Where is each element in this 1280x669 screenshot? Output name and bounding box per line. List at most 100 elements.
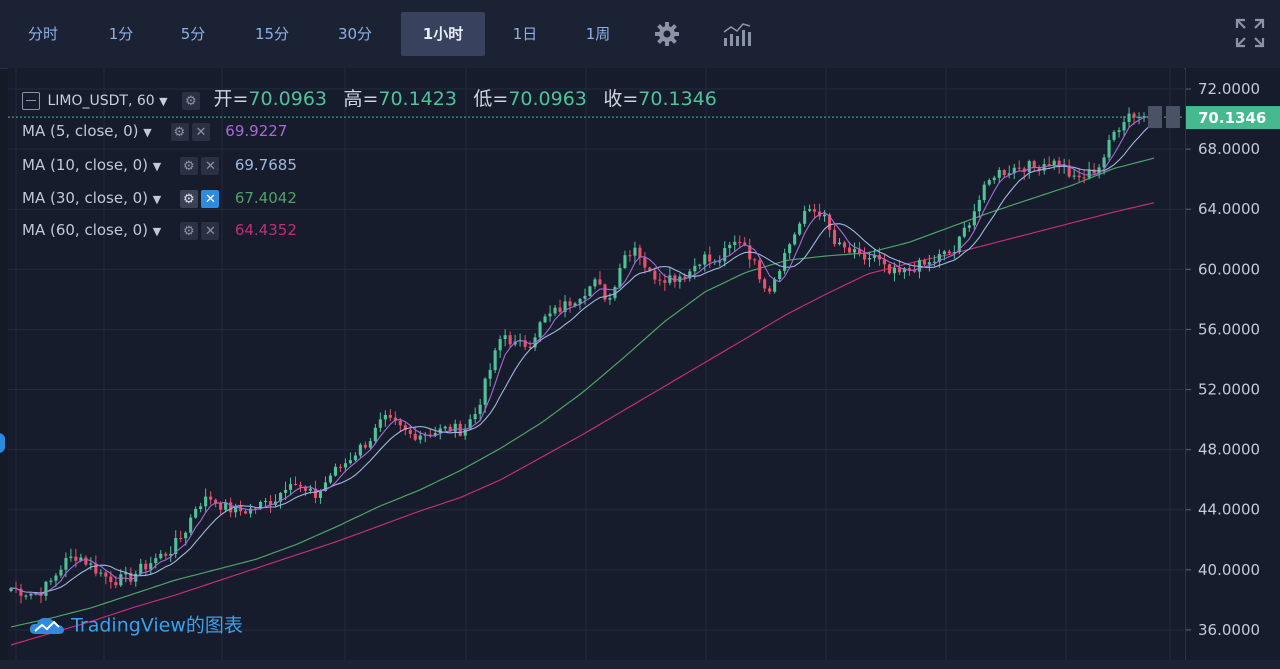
ma-10-remove-icon[interactable]: ✕ <box>201 156 220 175</box>
candle-body <box>833 229 837 245</box>
ma-5-settings-icon[interactable]: ⚙ <box>170 122 189 141</box>
high-value: 70.1423 <box>378 88 457 110</box>
ma-5-label[interactable]: MA (5, close, 0) <box>22 122 139 140</box>
candle-body <box>119 574 123 586</box>
candle-body <box>823 214 827 217</box>
candle-body <box>458 423 462 436</box>
tradingview-watermark[interactable]: TradingView的图表 <box>28 610 243 640</box>
price-tick-label: 40.0000 <box>1198 561 1260 579</box>
symbol-settings-icon[interactable]: ⚙ <box>182 92 201 110</box>
chevron-down-icon[interactable]: ▼ <box>152 160 162 173</box>
candle-body <box>508 335 512 345</box>
price-tick-label: 60.0000 <box>1198 260 1260 278</box>
candle-body <box>323 482 327 491</box>
timeframe-tab-30m[interactable]: 30分 <box>337 25 373 43</box>
candle-body <box>778 271 782 279</box>
symbol-name[interactable]: LIMO_USDT, 60 <box>47 93 155 109</box>
candle-body <box>403 425 407 430</box>
indicators-icon[interactable] <box>722 20 752 48</box>
fullscreen-icon[interactable] <box>1234 17 1266 49</box>
timeframe-tab-5m[interactable]: 5分 <box>180 25 206 43</box>
ma-30-value: 67.4042 <box>234 189 297 207</box>
candle-body <box>488 370 492 379</box>
candle-body <box>868 258 872 260</box>
candle-body <box>838 242 842 245</box>
candle-body <box>1002 170 1006 175</box>
timeframe-tab-15m[interactable]: 15分 <box>254 25 290 43</box>
candle-body <box>643 257 647 268</box>
ma-60-line <box>10 202 1155 646</box>
candle-body <box>598 279 602 285</box>
ma-60-label[interactable]: MA (60, close, 0) <box>22 221 149 239</box>
candle-body <box>937 254 941 262</box>
ma-5-value: 69.9227 <box>225 122 288 140</box>
candle-body <box>982 184 986 200</box>
ma-60-remove-icon[interactable]: ✕ <box>201 221 220 240</box>
timeframe-tab-line[interactable]: 分时 <box>27 25 58 43</box>
candle-body <box>828 214 832 230</box>
candle-body <box>663 280 667 283</box>
ma-60-value: 64.4352 <box>234 221 297 239</box>
candle-body <box>64 558 68 570</box>
candlestick-plot[interactable] <box>8 68 1184 660</box>
ma-10-label[interactable]: MA (10, close, 0) <box>22 156 149 174</box>
candle-body <box>478 404 482 415</box>
open-value: 70.0963 <box>248 88 327 110</box>
timeframe-tab-1h[interactable]: 1小时 <box>401 12 485 56</box>
candle-body <box>69 556 73 558</box>
candle-body <box>294 484 298 485</box>
candle-body <box>902 268 906 273</box>
candle-body <box>628 255 632 257</box>
chevron-down-icon[interactable]: ▼ <box>152 193 162 206</box>
price-axis[interactable]: 72.0000 68.0000 64.0000 60.0000 56.0000 52.00… <box>1185 68 1280 660</box>
chart-pane[interactable]: LIMO_USDT, 60 ▼ ⚙ 开=70.0963 高=70.1423 低=… <box>8 68 1184 660</box>
gear-icon[interactable] <box>653 20 681 48</box>
timeframe-tab-1d[interactable]: 1日 <box>512 25 538 43</box>
candle-body <box>244 511 248 514</box>
candle-body <box>9 588 13 591</box>
ma-5-remove-icon[interactable]: ✕ <box>191 122 210 141</box>
ma-10-settings-icon[interactable]: ⚙ <box>180 156 199 175</box>
candle-body <box>348 460 352 464</box>
ma-30-settings-icon[interactable]: ⚙ <box>180 189 199 208</box>
timeframe-tab-1m[interactable]: 1分 <box>108 25 134 43</box>
collapse-legend-icon[interactable] <box>22 92 40 110</box>
candle-body <box>768 288 772 292</box>
candle-body <box>249 508 253 514</box>
candle-body <box>493 350 497 370</box>
candle-body <box>94 563 98 574</box>
candle-body <box>1137 116 1141 118</box>
candle-body <box>613 287 617 299</box>
ma-legend-row: MA (30, close, 0) ▼ ⚙ ✕ 67.4042 <box>22 187 297 209</box>
candle-body <box>947 251 951 254</box>
last-price-tag <box>1186 106 1280 130</box>
chevron-down-icon[interactable]: ▼ <box>143 126 152 139</box>
candle-body <box>214 499 218 504</box>
candle-body <box>234 506 238 513</box>
chevron-down-icon[interactable]: ▼ <box>159 95 168 108</box>
candle-body <box>648 267 652 271</box>
candle-body <box>997 170 1001 178</box>
chevron-down-icon[interactable]: ▼ <box>152 225 162 238</box>
ma-30-line <box>10 157 1155 628</box>
left-handle[interactable] <box>0 433 5 453</box>
candle-body <box>54 575 58 581</box>
candle-body <box>668 275 672 283</box>
candle-body <box>942 251 946 255</box>
candle-body <box>892 268 896 274</box>
ma-30-remove-icon[interactable]: ✕ <box>201 189 220 208</box>
low-value: 70.0963 <box>508 88 587 110</box>
candle-body <box>927 262 931 265</box>
candle-body <box>279 492 283 502</box>
ma-30-label[interactable]: MA (30, close, 0) <box>22 189 149 207</box>
ma-60-settings-icon[interactable]: ⚙ <box>180 221 199 240</box>
candle-body <box>433 433 437 436</box>
candle-body <box>872 254 876 258</box>
candle-body <box>114 582 118 586</box>
candle-body <box>683 276 687 279</box>
candle-body <box>99 572 103 574</box>
timeframe-tab-1w[interactable]: 1周 <box>585 25 611 43</box>
candle-body <box>443 426 447 429</box>
candle-body <box>1007 173 1011 175</box>
candle-body <box>922 260 926 265</box>
